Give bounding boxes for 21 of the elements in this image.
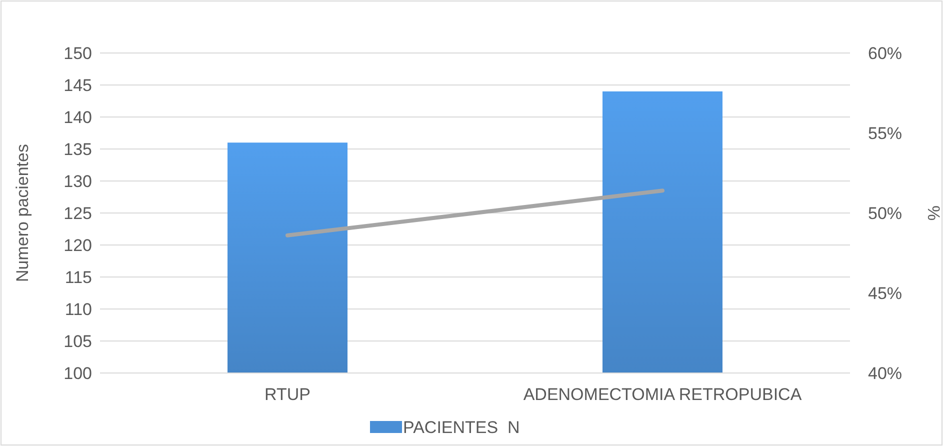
x-tick-label: RTUP: [264, 385, 310, 404]
y-tick-label: 115: [64, 268, 92, 287]
y-tick-label: 145: [64, 76, 92, 95]
y-tick-label: 125: [64, 204, 92, 223]
y-tick-label: 105: [64, 332, 92, 351]
y-tick-label: 135: [64, 140, 92, 159]
y-tick-label: 100: [64, 364, 92, 383]
y2-tick-label: 40%: [868, 364, 902, 383]
y-tick-label: 150: [64, 44, 92, 63]
y-tick-label: 120: [64, 236, 92, 255]
y-tick-label: 130: [64, 172, 92, 191]
y-axis-title: Numero pacientes: [13, 144, 32, 282]
y2-tick-label: 50%: [868, 204, 902, 223]
y2-axis-title: %: [924, 205, 943, 221]
legend-label: PACIENTES N: [403, 418, 520, 437]
y2-tick-label: 60%: [868, 44, 902, 63]
y2-tick-label: 45%: [868, 284, 902, 303]
y-tick-label: 140: [64, 108, 92, 127]
y2-tick-label: 55%: [868, 124, 902, 143]
x-tick-label: ADENOMECTOMIA RETROPUBICA: [523, 385, 802, 404]
y-tick-label: 110: [64, 300, 92, 319]
